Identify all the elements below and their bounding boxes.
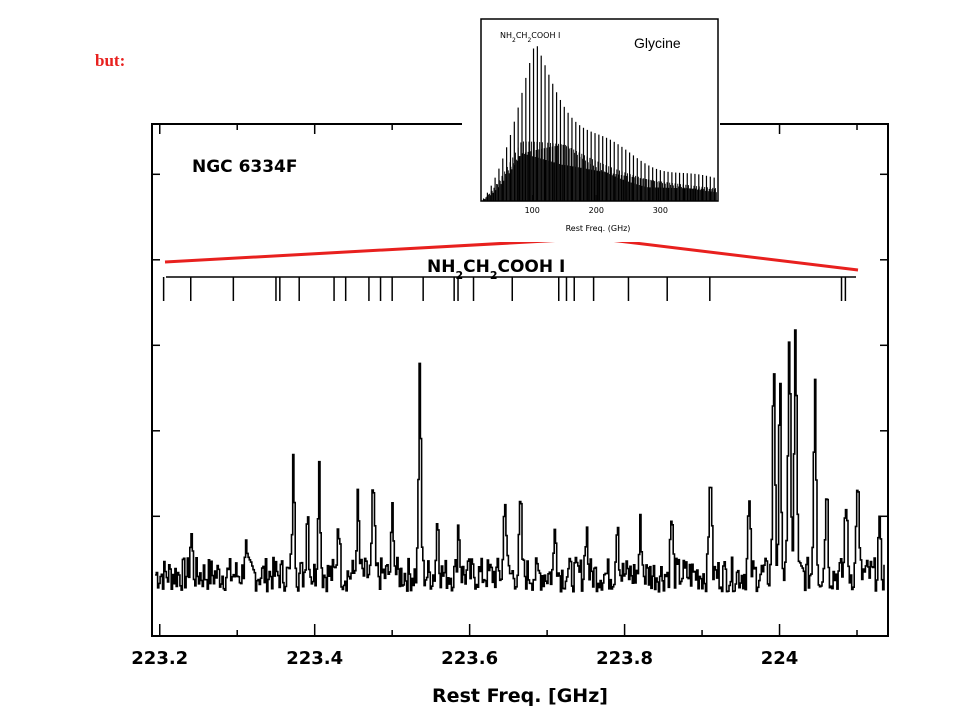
inset-glycine-chart: NH2CH2COOH I Glycine 100 200 300 Rest Freq…	[462, 16, 720, 242]
main-chart-title: NGC 6334F	[192, 157, 298, 177]
inset-line-forest	[481, 46, 717, 201]
main-x-tick-label: 223.4	[286, 648, 343, 669]
inset-x-axis-label: Rest Freq. (GHz)	[566, 224, 631, 233]
inset-x-tick-label: 100	[525, 206, 540, 215]
inset-title: Glycine	[634, 35, 681, 51]
inset-x-tick-label: 300	[653, 206, 668, 215]
line-marker-group	[162, 277, 847, 301]
inset-x-tick-label: 200	[589, 206, 604, 215]
inset-background	[462, 16, 720, 242]
inset-x-tick-labels: 100 200 300	[525, 195, 668, 215]
main-x-tick-label: 223.8	[596, 648, 653, 669]
main-x-tick-label: 224	[761, 648, 799, 669]
main-spectrum-trace	[155, 329, 885, 593]
main-x-tick-label: 223.6	[441, 648, 498, 669]
main-x-axis-label: Rest Freq. [GHz]	[432, 685, 608, 707]
main-x-tick-labels: 223.2 223.4 223.6 223.8 224	[131, 648, 798, 669]
main-spectrum-chart: NGC 6334F NH2CH2COOH I 223.2 223.4 223.6 22…	[131, 123, 889, 707]
slide-caption: but:	[95, 51, 125, 70]
main-x-tick-label: 223.2	[131, 648, 188, 669]
inset-species-label: NH2CH2COOH I	[500, 31, 560, 44]
main-species-label: NH2CH2COOH I	[427, 257, 565, 282]
